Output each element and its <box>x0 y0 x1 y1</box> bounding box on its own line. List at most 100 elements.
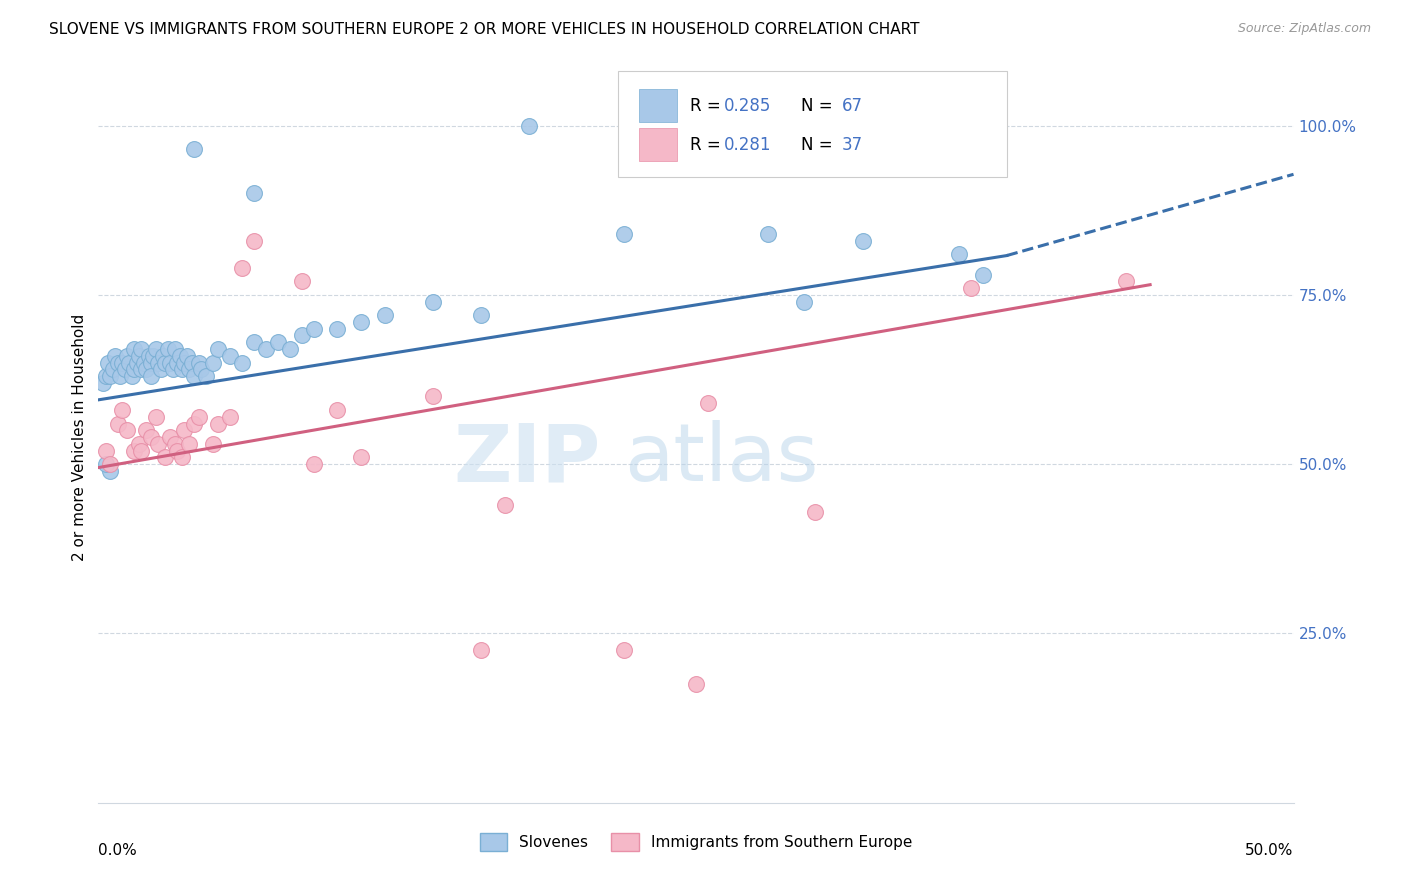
Point <box>145 342 167 356</box>
Point <box>98 457 122 471</box>
Point <box>101 362 124 376</box>
Point <box>125 355 148 369</box>
Point <box>176 349 198 363</box>
Point <box>291 274 314 288</box>
FancyBboxPatch shape <box>619 71 1007 178</box>
Point <box>169 349 191 363</box>
Point <box>135 362 157 376</box>
Point <box>173 355 195 369</box>
Point <box>97 355 120 369</box>
Point <box>145 409 167 424</box>
Point <box>128 437 150 451</box>
Point <box>302 322 325 336</box>
Point <box>149 362 172 376</box>
Point <box>148 355 170 369</box>
Point <box>960 281 983 295</box>
Text: 0.0%: 0.0% <box>98 843 138 858</box>
Point <box>94 457 117 471</box>
Point <box>202 437 225 451</box>
Point <box>94 443 117 458</box>
Text: SLOVENE VS IMMIGRANTS FROM SOUTHERN EUROPE 2 OR MORE VEHICLES IN HOUSEHOLD CORRE: SLOVENE VS IMMIGRANTS FROM SOUTHERN EURO… <box>49 22 920 37</box>
Point <box>98 464 122 478</box>
Point <box>104 349 127 363</box>
FancyBboxPatch shape <box>638 89 676 122</box>
Point <box>159 430 181 444</box>
Point <box>115 349 138 363</box>
Text: 37: 37 <box>842 136 863 153</box>
Point <box>195 369 218 384</box>
Point <box>756 227 779 241</box>
Point <box>107 355 129 369</box>
Text: N =: N = <box>801 136 838 153</box>
Point <box>138 349 160 363</box>
Point <box>243 335 266 350</box>
Point <box>172 450 194 465</box>
Point <box>187 355 209 369</box>
Point <box>139 355 162 369</box>
Point <box>166 443 188 458</box>
Point <box>350 450 373 465</box>
Point <box>155 355 177 369</box>
Text: N =: N = <box>801 96 838 115</box>
Point <box>107 417 129 431</box>
Text: 0.281: 0.281 <box>724 136 770 153</box>
Point <box>852 234 875 248</box>
Point <box>422 294 444 309</box>
Point <box>219 349 242 363</box>
Point <box>190 362 212 376</box>
Point <box>139 430 162 444</box>
Point <box>219 409 242 424</box>
Point <box>613 227 636 241</box>
Text: R =: R = <box>690 136 725 153</box>
Point <box>179 437 201 451</box>
Text: atlas: atlas <box>624 420 818 498</box>
Point <box>374 308 396 322</box>
Point <box>156 342 179 356</box>
Point <box>243 234 266 248</box>
Point <box>948 247 970 261</box>
Point <box>804 505 827 519</box>
Text: 50.0%: 50.0% <box>1246 843 1294 858</box>
Point <box>124 362 146 376</box>
Point <box>326 403 349 417</box>
Point <box>183 417 205 431</box>
Point <box>155 450 177 465</box>
Point <box>187 409 209 424</box>
Point <box>422 389 444 403</box>
Point <box>152 349 174 363</box>
Point <box>108 369 131 384</box>
Point <box>94 369 117 384</box>
Point <box>159 355 181 369</box>
Point <box>180 355 202 369</box>
Point <box>685 677 707 691</box>
Point <box>470 643 492 657</box>
Point <box>470 308 492 322</box>
Point <box>135 423 157 437</box>
Point <box>302 457 325 471</box>
Point <box>350 315 373 329</box>
Text: R =: R = <box>690 96 725 115</box>
Point <box>517 119 540 133</box>
Point <box>139 369 162 384</box>
Point <box>148 437 170 451</box>
Point <box>183 142 205 156</box>
Point <box>494 498 516 512</box>
Point <box>98 369 122 384</box>
Point <box>207 417 229 431</box>
Point <box>793 294 815 309</box>
Point <box>163 342 186 356</box>
Point <box>254 342 277 356</box>
Point <box>132 355 155 369</box>
Point <box>326 322 349 336</box>
Text: 67: 67 <box>842 96 863 115</box>
Point <box>166 355 188 369</box>
Point <box>111 355 134 369</box>
Point <box>163 437 186 451</box>
Point <box>131 443 153 458</box>
Point <box>697 396 720 410</box>
Point <box>118 355 141 369</box>
Point <box>142 349 165 363</box>
Point <box>124 342 146 356</box>
Point <box>131 342 153 356</box>
Point <box>243 186 266 201</box>
